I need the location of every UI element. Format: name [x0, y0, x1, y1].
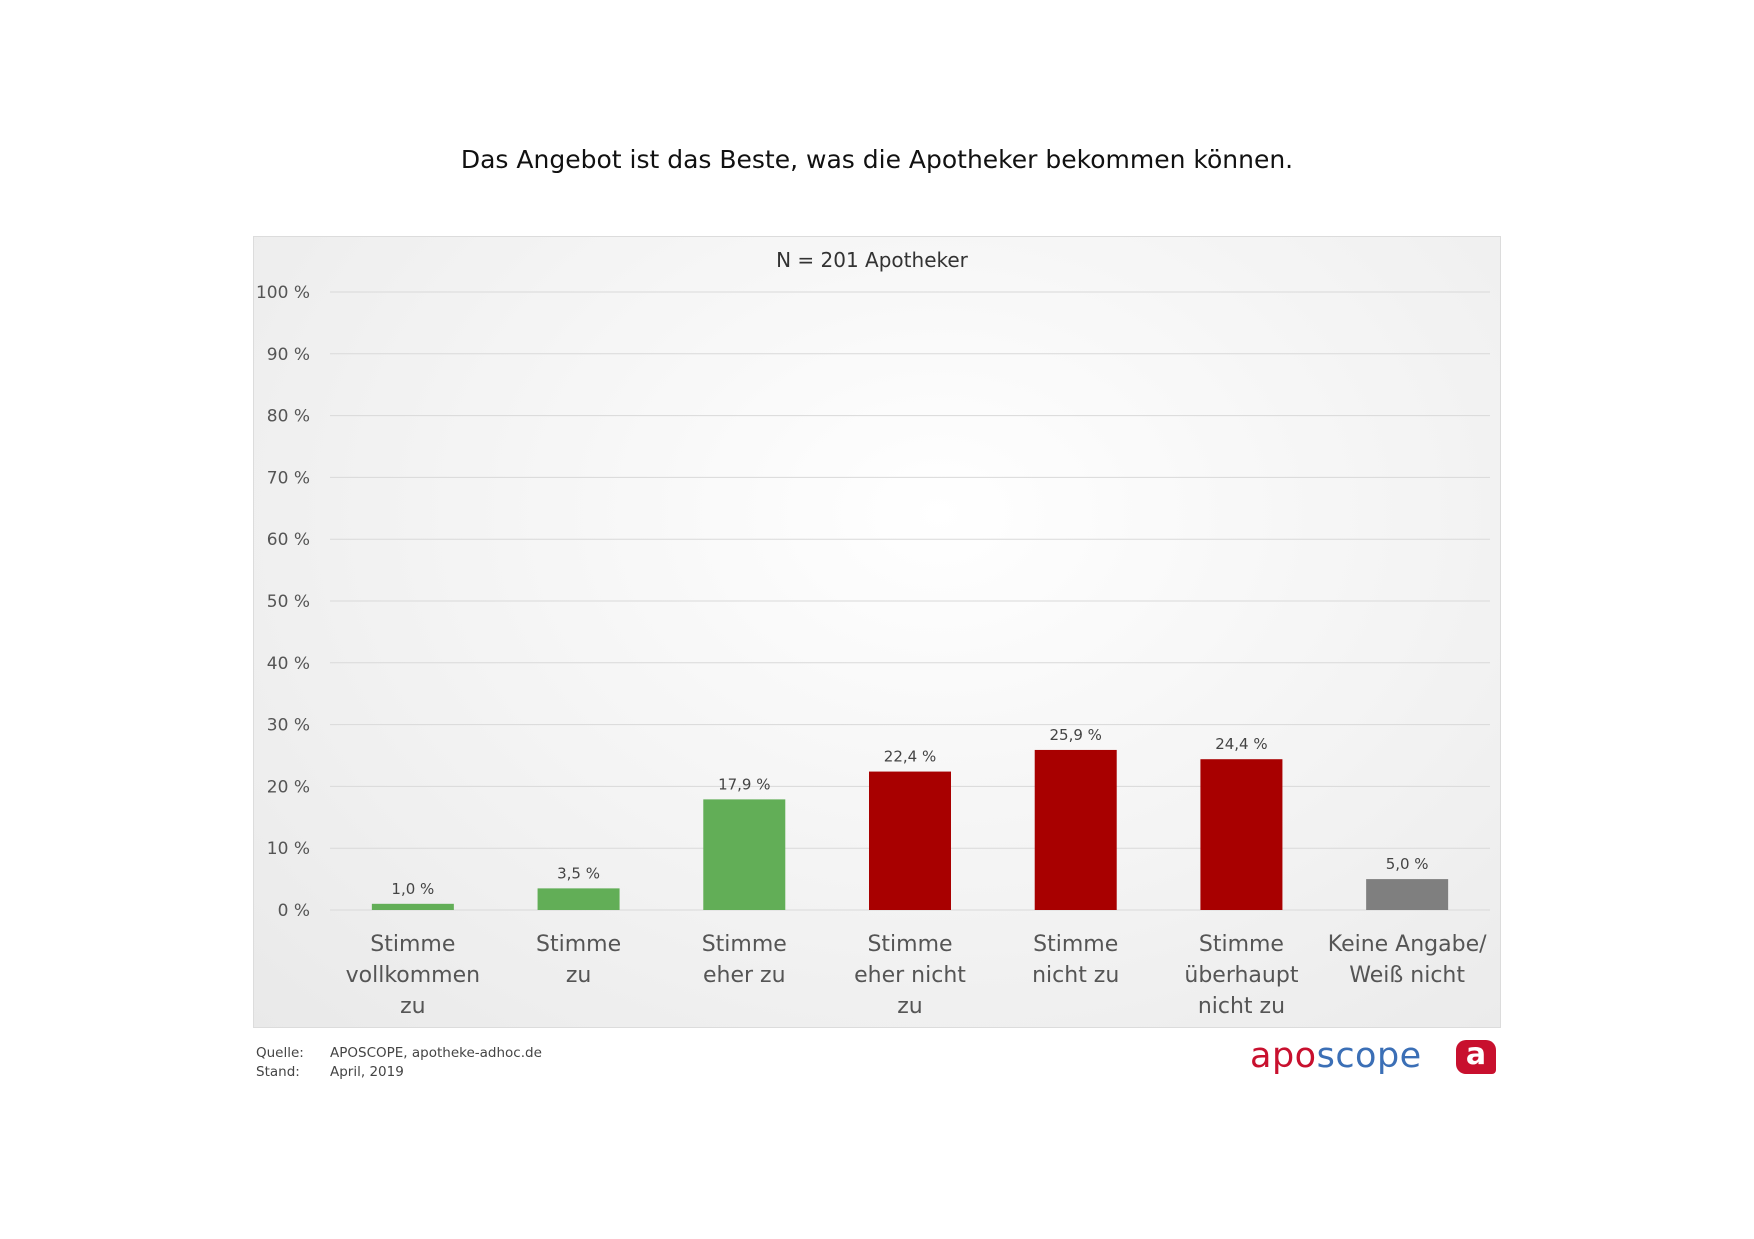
x-category-label: Stimme eher zu: [702, 932, 787, 988]
apotheke-adhoc-logo-icon: a: [1456, 1040, 1496, 1074]
bar: [371, 903, 454, 910]
date-label: Stand:: [256, 1064, 300, 1080]
data-label: 1,0 %: [391, 880, 434, 898]
y-tick-label: 20 %: [267, 777, 310, 797]
source-value: APOSCOPE, apotheke-adhoc.de: [330, 1045, 542, 1061]
gridlines: [330, 291, 1490, 911]
data-label: 3,5 %: [557, 864, 600, 882]
data-label: 17,9 %: [718, 775, 770, 793]
source-label: Quelle:: [256, 1045, 304, 1061]
x-category-label: Keine Angabe/Weiß nicht: [1328, 932, 1487, 988]
data-label: 5,0 %: [1386, 855, 1429, 873]
y-tick-label: 0 %: [278, 901, 310, 921]
y-tick-label: 100 %: [256, 283, 310, 303]
y-axis-ticks: 0 % 10 % 20 % 30 % 40 % 50 % 60 % 70 % 80 % 90 % 1…: [256, 283, 310, 921]
y-tick-label: 90 %: [267, 345, 310, 365]
value-labels: 1,0 % 3,5 % 17,9 % 22,4 % 25,9 % 24,4 % 5,0 %: [391, 726, 1428, 898]
bar-chart: 0 % 10 % 20 % 30 % 40 % 50 % 60 % 70 % 80 % 90 % 1…: [256, 248, 1490, 1019]
y-tick-label: 40 %: [267, 654, 310, 674]
data-label: 24,4 %: [1215, 735, 1267, 753]
y-tick-label: 70 %: [267, 468, 310, 488]
y-tick-label: 80 %: [267, 407, 310, 427]
y-tick-label: 30 %: [267, 716, 310, 736]
x-axis-categories: Stimme vollkommen zu Stimme zu Stimme eher zu S…: [346, 932, 1488, 1019]
chart-subtitle: N = 201 Apotheker: [776, 248, 969, 272]
chart-panel: 0 % 10 % 20 % 30 % 40 % 50 % 60 % 70 % 80 % 90 % 1…: [253, 236, 1501, 1028]
y-tick-label: 60 %: [267, 530, 310, 550]
bar: [869, 771, 951, 910]
x-category-label: Stimme nicht zu: [1032, 932, 1119, 988]
bar: [1366, 879, 1449, 910]
x-category-label: Stimme vollkommen zu: [346, 932, 480, 1019]
y-tick-label: 50 %: [267, 592, 310, 612]
bars: [371, 749, 1449, 910]
aposcope-logo: aposcope: [1250, 1036, 1422, 1076]
bar: [537, 888, 620, 910]
bar: [703, 799, 786, 910]
x-category-label: Stimme überhaupt nicht zu: [1184, 932, 1298, 1019]
bar: [1034, 749, 1117, 910]
logo-part-apo: apo: [1250, 1036, 1317, 1076]
bar: [1200, 759, 1283, 910]
chart-title: Das Angebot ist das Beste, was die Apoth…: [460, 145, 1294, 174]
date-value: April, 2019: [330, 1064, 404, 1080]
x-category-label: Stimme eher nicht zu: [854, 932, 966, 1019]
data-label: 22,4 %: [884, 748, 936, 766]
x-category-label: Stimme zu: [536, 932, 621, 988]
source-footer: Quelle: APOSCOPE, apotheke-adhoc.de Stan…: [256, 1044, 542, 1082]
data-label: 25,9 %: [1050, 726, 1102, 744]
y-tick-label: 10 %: [267, 839, 310, 859]
logo-part-scope: scope: [1316, 1036, 1422, 1076]
